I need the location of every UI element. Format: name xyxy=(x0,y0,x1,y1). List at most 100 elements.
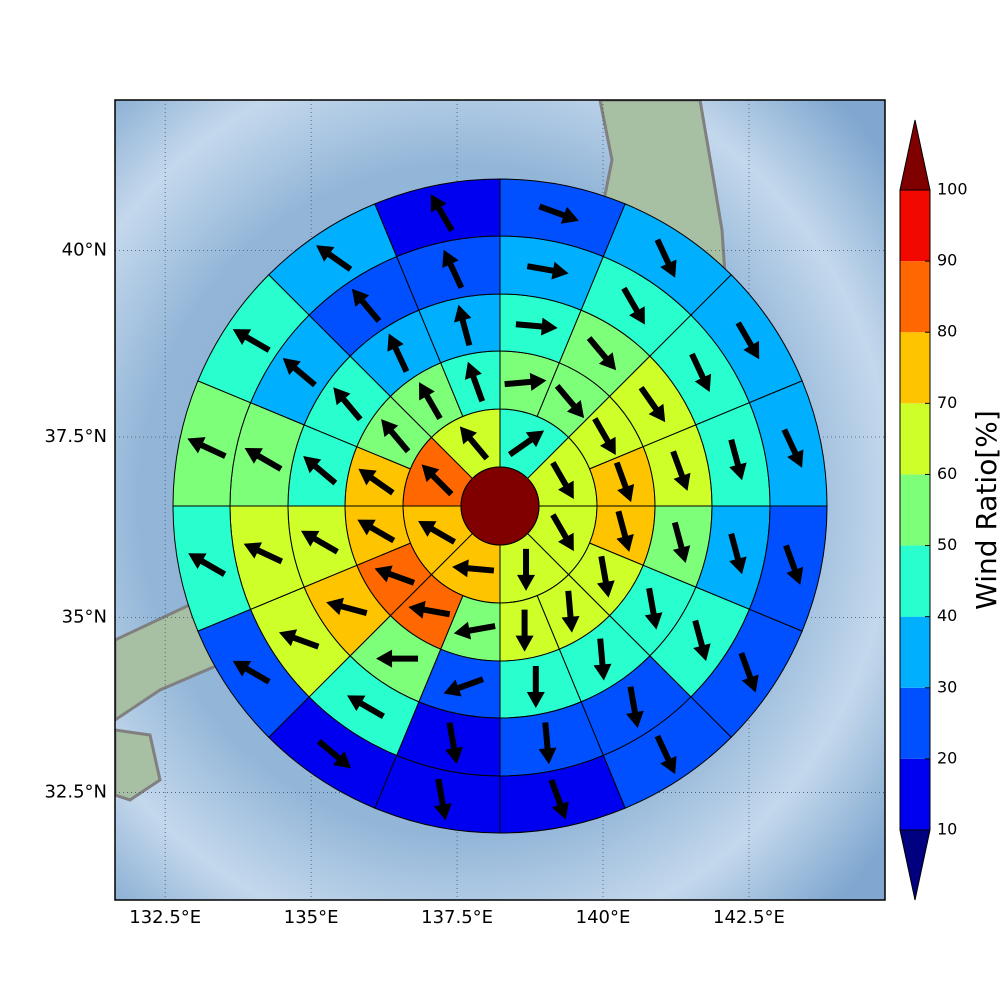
wind-arrow xyxy=(387,333,410,373)
wind-arrow xyxy=(418,382,443,421)
wind-arrow xyxy=(671,521,691,564)
wind-arrow xyxy=(781,428,804,468)
y-tick-label: 37.5°N xyxy=(44,426,107,447)
x-tick-label: 135°E xyxy=(284,907,339,928)
colorbar-frame xyxy=(899,189,931,831)
wind-arrow xyxy=(550,461,574,500)
wind-arrow xyxy=(593,638,612,681)
wind-arrow xyxy=(278,629,320,650)
wind-arrow xyxy=(459,426,490,461)
wind-arrow xyxy=(326,597,368,617)
wind-arrow xyxy=(615,510,634,552)
colorbar-tick-label: 80 xyxy=(937,322,957,341)
colorbar-under xyxy=(899,829,931,901)
y-tick-label: 35°N xyxy=(62,607,107,628)
sector xyxy=(374,178,501,258)
ticks: 132.5°E 135°E 137.5°E 140°E 142.5°E 32.5°N 35°… xyxy=(44,239,784,928)
colorbar-tick-label: 70 xyxy=(937,393,957,412)
wind-arrow xyxy=(517,548,536,591)
wind-arrow xyxy=(515,317,558,336)
wind-arrow xyxy=(592,417,616,456)
center-disc xyxy=(460,466,540,546)
wind-arrow xyxy=(538,203,579,224)
colorbar-over xyxy=(899,119,931,191)
wind-arrow xyxy=(586,336,617,371)
wind-arrow xyxy=(504,372,547,391)
wind-arrow xyxy=(316,739,352,769)
colorbar-tick-label: 40 xyxy=(937,606,957,625)
colorbar-bin xyxy=(900,474,930,546)
wind-arrow xyxy=(644,587,663,630)
wind-arrow xyxy=(689,352,712,393)
wind-arrow xyxy=(188,553,227,577)
sectors xyxy=(172,178,828,834)
colorbar-bin xyxy=(900,190,930,262)
wind-arrow xyxy=(550,513,574,552)
wind-arrow xyxy=(692,619,711,662)
colorbar-bin xyxy=(900,758,930,830)
wind-arrow xyxy=(452,559,495,578)
wind-arrow xyxy=(445,722,463,765)
wind-arrow xyxy=(453,621,496,640)
wind-arrow xyxy=(728,438,747,481)
wind-arrow xyxy=(232,329,271,353)
colorbar-tick-label: 10 xyxy=(937,820,957,839)
y-tick-label: 40°N xyxy=(62,239,107,260)
wind-arrow xyxy=(626,686,644,729)
wind-arrow xyxy=(526,665,545,708)
colorbar-label: Wind Ratio[%] xyxy=(970,410,1000,610)
wind-arrow xyxy=(442,249,465,290)
map-frame xyxy=(114,99,886,901)
wind-arrow xyxy=(333,387,363,422)
wind-arrow xyxy=(358,468,395,496)
colorbar-tick-label: 60 xyxy=(937,464,957,483)
wind-arrow xyxy=(187,437,227,459)
wind-arrow xyxy=(232,660,271,685)
wind-arrow xyxy=(244,447,283,472)
wind-arrow xyxy=(596,555,615,598)
wind-arrow xyxy=(243,542,284,565)
wind-arrow xyxy=(347,695,385,719)
colorbar-bin xyxy=(900,403,930,475)
y-tick-label: 32.5°N xyxy=(44,782,107,803)
wind-arrow xyxy=(357,519,396,544)
wind-arrow xyxy=(728,532,747,575)
wind-arrow xyxy=(376,649,419,668)
wind-arrow xyxy=(443,676,485,697)
wind-arrow xyxy=(418,521,456,545)
wind-arrow xyxy=(783,544,804,585)
wind-arrow xyxy=(554,383,585,419)
colorbar-tick-label: 20 xyxy=(937,748,957,767)
colorbar-tick-label: 30 xyxy=(937,677,957,696)
wind-arrow xyxy=(515,609,534,652)
wind-arrow xyxy=(538,722,557,765)
wind-arrow xyxy=(374,565,416,586)
wind-arrow xyxy=(303,456,338,486)
wind-arrow xyxy=(433,778,452,821)
wind-arrow xyxy=(421,464,454,497)
x-tick-label: 137.5°E xyxy=(421,907,493,928)
wind-arrow xyxy=(548,778,569,820)
x-tick-label: 142.5°E xyxy=(713,907,785,928)
wind-arrow xyxy=(453,304,473,347)
wind-arrow xyxy=(654,238,677,278)
x-tick-label: 132.5°E xyxy=(129,907,201,928)
colorbar-bin xyxy=(900,687,930,759)
wind-arrow xyxy=(316,245,353,272)
wind-arrow xyxy=(526,261,569,280)
wind-arrow xyxy=(738,652,759,693)
wind-arrow xyxy=(670,450,691,491)
wind-arrow xyxy=(408,600,451,619)
wind-arrow xyxy=(282,357,317,388)
wind-arrow xyxy=(561,590,580,633)
wind-arrow xyxy=(351,288,382,323)
colorbar-tick-label: 100 xyxy=(937,180,968,199)
colorbar-bin xyxy=(900,261,930,333)
wind-arrow xyxy=(507,430,545,458)
colorbar-bin xyxy=(900,545,930,617)
colorbar: 10 20 30 40 50 60 70 80 90 100 xyxy=(899,119,968,901)
colorbar-bin xyxy=(900,616,930,688)
wind-arrow xyxy=(654,734,677,775)
x-tick-label: 140°E xyxy=(576,907,631,928)
